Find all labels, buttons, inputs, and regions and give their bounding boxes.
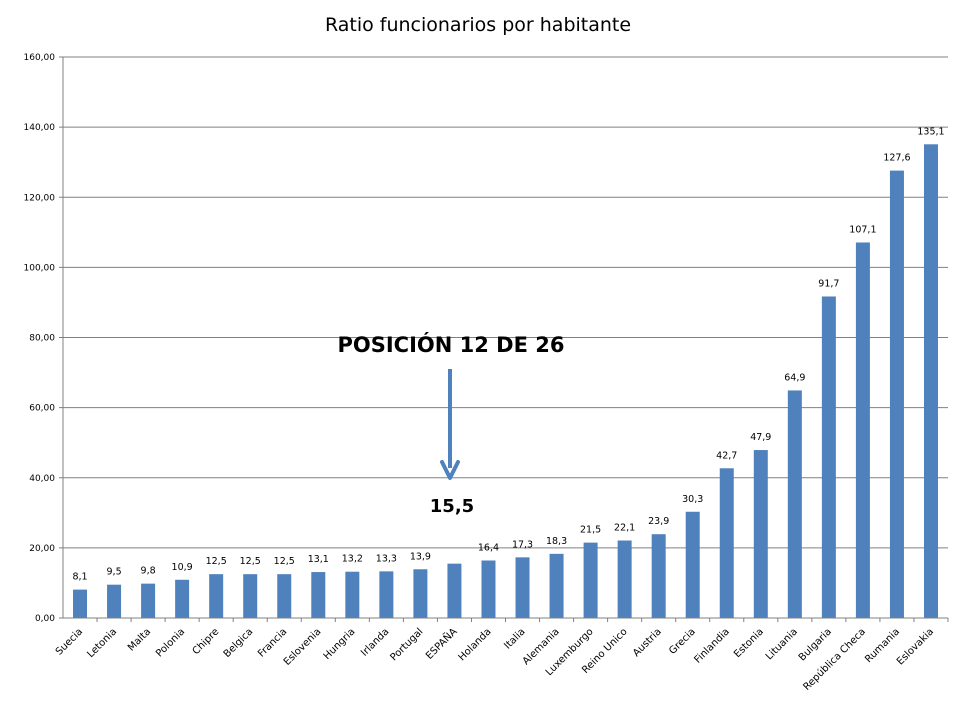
data-label: 10,9 xyxy=(172,562,193,573)
x-tick-label: Grecia xyxy=(667,626,698,657)
data-label: 21,5 xyxy=(580,525,601,536)
data-label: 12,5 xyxy=(274,556,295,567)
data-label: 42,7 xyxy=(716,450,737,461)
annotation: POSICIÓN 12 DE 26 15,5 xyxy=(338,332,565,517)
bar xyxy=(515,557,530,618)
data-label: 30,3 xyxy=(682,494,703,505)
bar xyxy=(923,144,938,619)
bar xyxy=(141,583,156,618)
data-label: 16,4 xyxy=(478,542,499,553)
y-tick-label: 160,00 xyxy=(24,53,56,63)
annotation-arrow-head xyxy=(440,460,460,480)
data-label: 12,5 xyxy=(240,556,261,567)
data-label: 47,9 xyxy=(750,432,771,443)
y-axis-ticks: 0,00 20,00 40,00 60,00 80,00 100,00 120,00 140,… xyxy=(24,53,63,624)
axes xyxy=(62,57,949,622)
bar xyxy=(311,572,326,618)
bar xyxy=(345,571,360,618)
bar xyxy=(243,574,258,618)
y-tick-label: 120,00 xyxy=(24,193,56,203)
bar xyxy=(889,170,904,619)
bar xyxy=(719,468,734,618)
x-tick-label: Estonia xyxy=(732,626,766,660)
bar xyxy=(685,511,700,618)
data-label: 127,6 xyxy=(883,153,910,164)
bar xyxy=(481,560,496,618)
x-axis-categories: Suecia Letonia Malta Polonia Chipre Belgica Fr… xyxy=(54,625,936,693)
bar xyxy=(821,296,836,618)
bar xyxy=(651,534,666,618)
y-tick-label: 100,00 xyxy=(24,263,56,273)
x-tick-label: Eslovenia xyxy=(282,626,324,668)
x-tick-label: Austria xyxy=(631,626,664,659)
data-label: 64,9 xyxy=(784,372,805,383)
data-label: 18,3 xyxy=(546,536,567,547)
x-tick-label: Irlanda xyxy=(359,626,391,658)
bar xyxy=(209,574,224,618)
y-tick-label: 60,00 xyxy=(29,404,55,414)
bar xyxy=(277,574,292,618)
bar xyxy=(175,579,190,618)
x-tick-label: Polonia xyxy=(154,626,187,659)
chart-title: Ratio funcionarios por habitante xyxy=(325,14,631,36)
x-tick-label: Holanda xyxy=(457,626,494,663)
x-tick-label: Portugal xyxy=(388,626,425,663)
x-tick-label: República Checa xyxy=(801,626,868,693)
y-tick-label: 40,00 xyxy=(29,474,55,484)
data-label: 12,5 xyxy=(206,556,227,567)
data-label: 13,3 xyxy=(376,553,397,564)
data-label: 13,1 xyxy=(308,554,329,565)
x-tick-label: Suecia xyxy=(54,626,85,657)
grid-lines xyxy=(63,56,948,549)
x-tick-label: Francia xyxy=(256,626,289,659)
data-label: 91,7 xyxy=(818,278,839,289)
y-tick-label: 80,00 xyxy=(29,334,55,344)
x-tick-label: ESPAÑA xyxy=(423,625,460,662)
data-label: 9,5 xyxy=(107,567,122,578)
data-label: 9,8 xyxy=(141,566,156,577)
x-tick-label: Belgica xyxy=(222,626,256,660)
x-tick-label: Finlandia xyxy=(693,626,732,665)
data-label: 135,1 xyxy=(917,126,944,137)
bar xyxy=(787,390,802,618)
data-label: 17,3 xyxy=(512,539,533,550)
data-label: 23,9 xyxy=(648,516,669,527)
data-labels: 8,1 9,5 9,8 10,9 12,5 12,5 12,5 13,1 13,2 13,3 13,… xyxy=(72,126,944,582)
bar xyxy=(107,584,122,618)
bar xyxy=(855,242,870,618)
data-label: 22,1 xyxy=(614,523,635,534)
x-tick-label: Lituania xyxy=(764,626,800,662)
x-tick-label: Hungria xyxy=(322,626,358,662)
data-label: 13,9 xyxy=(410,551,431,562)
bar xyxy=(617,540,632,618)
y-tick-label: 140,00 xyxy=(24,123,56,133)
bar xyxy=(583,542,598,618)
bar xyxy=(447,563,462,618)
bar xyxy=(753,450,768,618)
y-tick-label: 20,00 xyxy=(29,544,55,554)
x-tick-label: Eslovakia xyxy=(895,626,936,667)
x-tick-label: Malta xyxy=(126,626,153,653)
bar xyxy=(549,553,564,618)
annotation-text: POSICIÓN 12 DE 26 xyxy=(338,332,565,357)
data-label: 13,2 xyxy=(342,554,363,565)
x-tick-label: Italia xyxy=(502,626,527,651)
bar xyxy=(73,589,88,618)
data-label: 107,1 xyxy=(849,224,876,235)
annotation-value-label: 15,5 xyxy=(430,496,474,517)
bars xyxy=(73,144,938,619)
y-tick-label: 0,00 xyxy=(35,614,55,624)
x-tick-label: Letonia xyxy=(85,626,119,660)
x-tick-label: Chipre xyxy=(191,626,222,657)
bar xyxy=(379,571,394,618)
data-label: 8,1 xyxy=(72,572,87,583)
bar xyxy=(413,569,428,618)
